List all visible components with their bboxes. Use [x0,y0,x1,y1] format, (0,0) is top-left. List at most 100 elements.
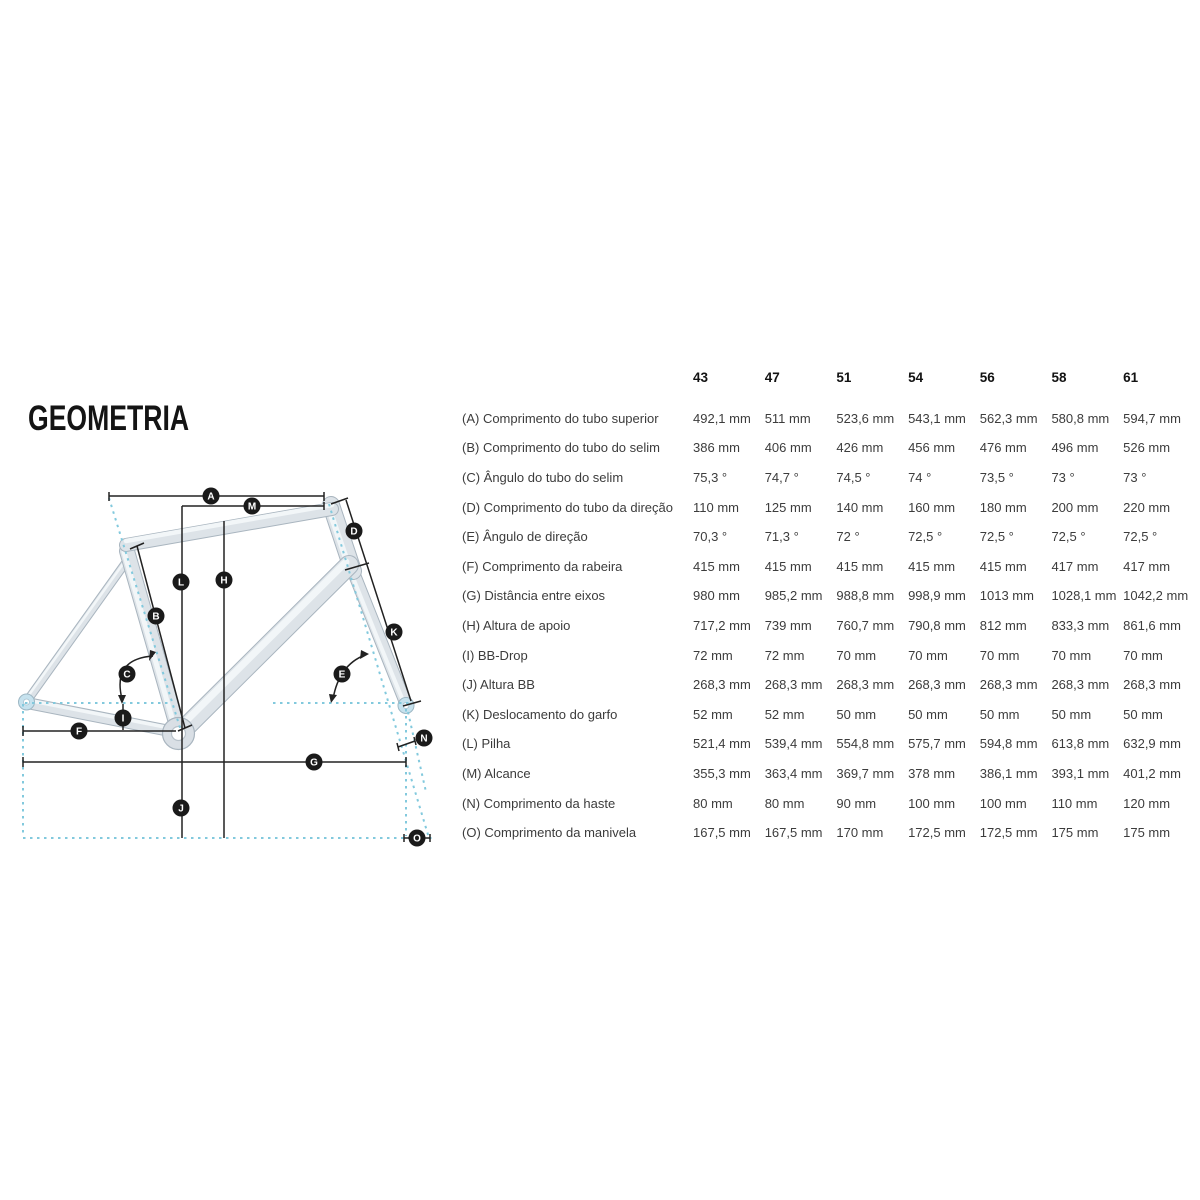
marker-letter: F [76,727,82,738]
row-label: (H) Altura de apoio [462,618,571,634]
marker-letter: A [207,492,214,503]
value-cell: 492,1 mm [693,410,751,426]
value-cell: 268,3 mm [1051,677,1110,693]
row-label: (N) Comprimento da haste [462,795,616,811]
value-cell: 539,4 mm [764,736,823,752]
diagram-letter-markers: A M D L H B K C E I F N G J O [70,487,433,847]
table-row: (B) Comprimento do tubo do selim 386 mm 40… [462,433,1195,463]
size-column-header: 43 [693,370,709,386]
value-cell: 717,2 mm [693,618,751,634]
marker-N [415,729,433,747]
dimension-lines [22,492,431,842]
value-cell: 1013 mm [979,588,1034,604]
value-cell: 580,8 mm [1051,410,1110,426]
value-cell: 73 ° [1123,470,1147,486]
row-label: (J) Altura BB [462,677,535,693]
value-cell: 172,5 mm [908,825,966,841]
arc-arrowheads [118,650,369,704]
value-cell: 180 mm [979,499,1027,515]
dim-head-tube-fork-DK [330,497,422,707]
value-cell: 511 mm [764,410,811,426]
row-label: (I) BB-Drop [462,647,528,663]
value-cell: 100 mm [979,795,1027,811]
value-cell: 110 mm [1051,795,1098,811]
value-cell: 72,5 ° [979,529,1014,545]
value-cell: 200 mm [1051,499,1099,515]
value-cell: 52 mm [764,706,805,722]
value-cell: 1028,1 mm [1051,588,1117,604]
row-label: (B) Comprimento do tubo do selim [462,440,660,456]
value-cell: 575,7 mm [908,736,966,752]
value-cell: 160 mm [908,499,956,515]
value-cell: 415 mm [979,558,1027,574]
value-cell: 998,9 mm [908,588,966,604]
value-cell: 415 mm [836,558,884,574]
marker-J [172,799,190,817]
value-cell: 554,8 mm [836,736,895,752]
marker-letter: I [122,714,125,725]
value-cell: 980 mm [693,588,740,604]
marker-C [118,665,136,683]
geometry-table-body: (A) Comprimento do tubo superior 492,1 mm… [462,404,1195,848]
row-label: (C) Ângulo do tubo do selim [462,470,624,486]
dashed-guides [22,497,432,839]
value-cell: 386,1 mm [979,766,1038,782]
row-label: (D) Comprimento do tubo da direção [462,499,673,515]
marker-letter: J [178,804,184,815]
value-cell: 170 mm [836,825,884,841]
value-cell: 50 mm [908,706,948,722]
geometry-table: 43 47 51 54 56 58 61 (A) Comprimento do tubo s… [462,363,1195,848]
seat-tube [119,543,187,741]
value-cell: 594,8 mm [979,736,1038,752]
value-cell: 268,3 mm [836,677,895,693]
table-row: (N) Comprimento da haste 80 mm 80 mm 90 mm 1… [462,788,1195,818]
value-cell: 985,2 mm [764,588,823,604]
value-cell: 355,3 mm [693,766,751,782]
marker-letter: D [350,527,357,538]
table-row: (H) Altura de apoio 717,2 mm 739 mm 760,7 m… [462,611,1195,641]
value-cell: 812 mm [979,618,1027,634]
value-cell: 73,5 ° [979,470,1014,486]
seat-tube-axis-guide [108,497,182,732]
value-cell: 426 mm [836,440,884,456]
bottom-bracket [161,716,196,751]
value-cell: 456 mm [908,440,956,456]
marker-letter: M [248,502,256,513]
value-cell: 476 mm [979,440,1027,456]
page-title: GEOMETRIA [28,399,190,438]
marker-D [345,522,363,540]
value-cell: 120 mm [1123,795,1171,811]
value-cell: 268,3 mm [979,677,1038,693]
table-row: (O) Comprimento da manivela 167,5 mm 167,5… [462,818,1195,848]
marker-letter: H [220,576,227,587]
value-cell: 861,6 mm [1123,618,1181,634]
size-column-header: 61 [1123,370,1139,386]
value-cell: 401,2 mm [1123,766,1181,782]
down-tube [171,555,359,742]
value-cell: 268,3 mm [693,677,751,693]
row-label: (O) Comprimento da manivela [462,825,637,841]
value-cell: 406 mm [764,440,812,456]
value-cell: 70 mm [1123,647,1163,663]
value-cell: 50 mm [979,706,1020,722]
row-label: (A) Comprimento do tubo superior [462,410,659,426]
value-cell: 790,8 mm [908,618,966,634]
marker-letter: E [339,670,346,681]
value-cell: 562,3 mm [979,410,1038,426]
row-label: (E) Ângulo de direção [462,529,588,545]
table-row: (C) Ângulo do tubo do selim 75,3 ° 74,7 ° 7… [462,463,1195,493]
value-cell: 632,9 mm [1123,736,1181,752]
size-column-header: 51 [836,370,852,386]
value-cell: 90 mm [836,795,877,811]
table-row: (G) Distância entre eixos 980 mm 985,2 mm 9… [462,581,1195,611]
table-row: (F) Comprimento da rabeira 415 mm 415 mm 41… [462,552,1195,582]
value-cell: 760,7 mm [836,618,895,634]
value-cell: 268,3 mm [908,677,966,693]
marker-letter: K [390,628,398,639]
marker-I [114,709,132,727]
bike-frame [18,496,415,751]
dim-stem-N [396,736,417,752]
steering-axis-guide [328,503,430,839]
marker-F [70,722,88,740]
